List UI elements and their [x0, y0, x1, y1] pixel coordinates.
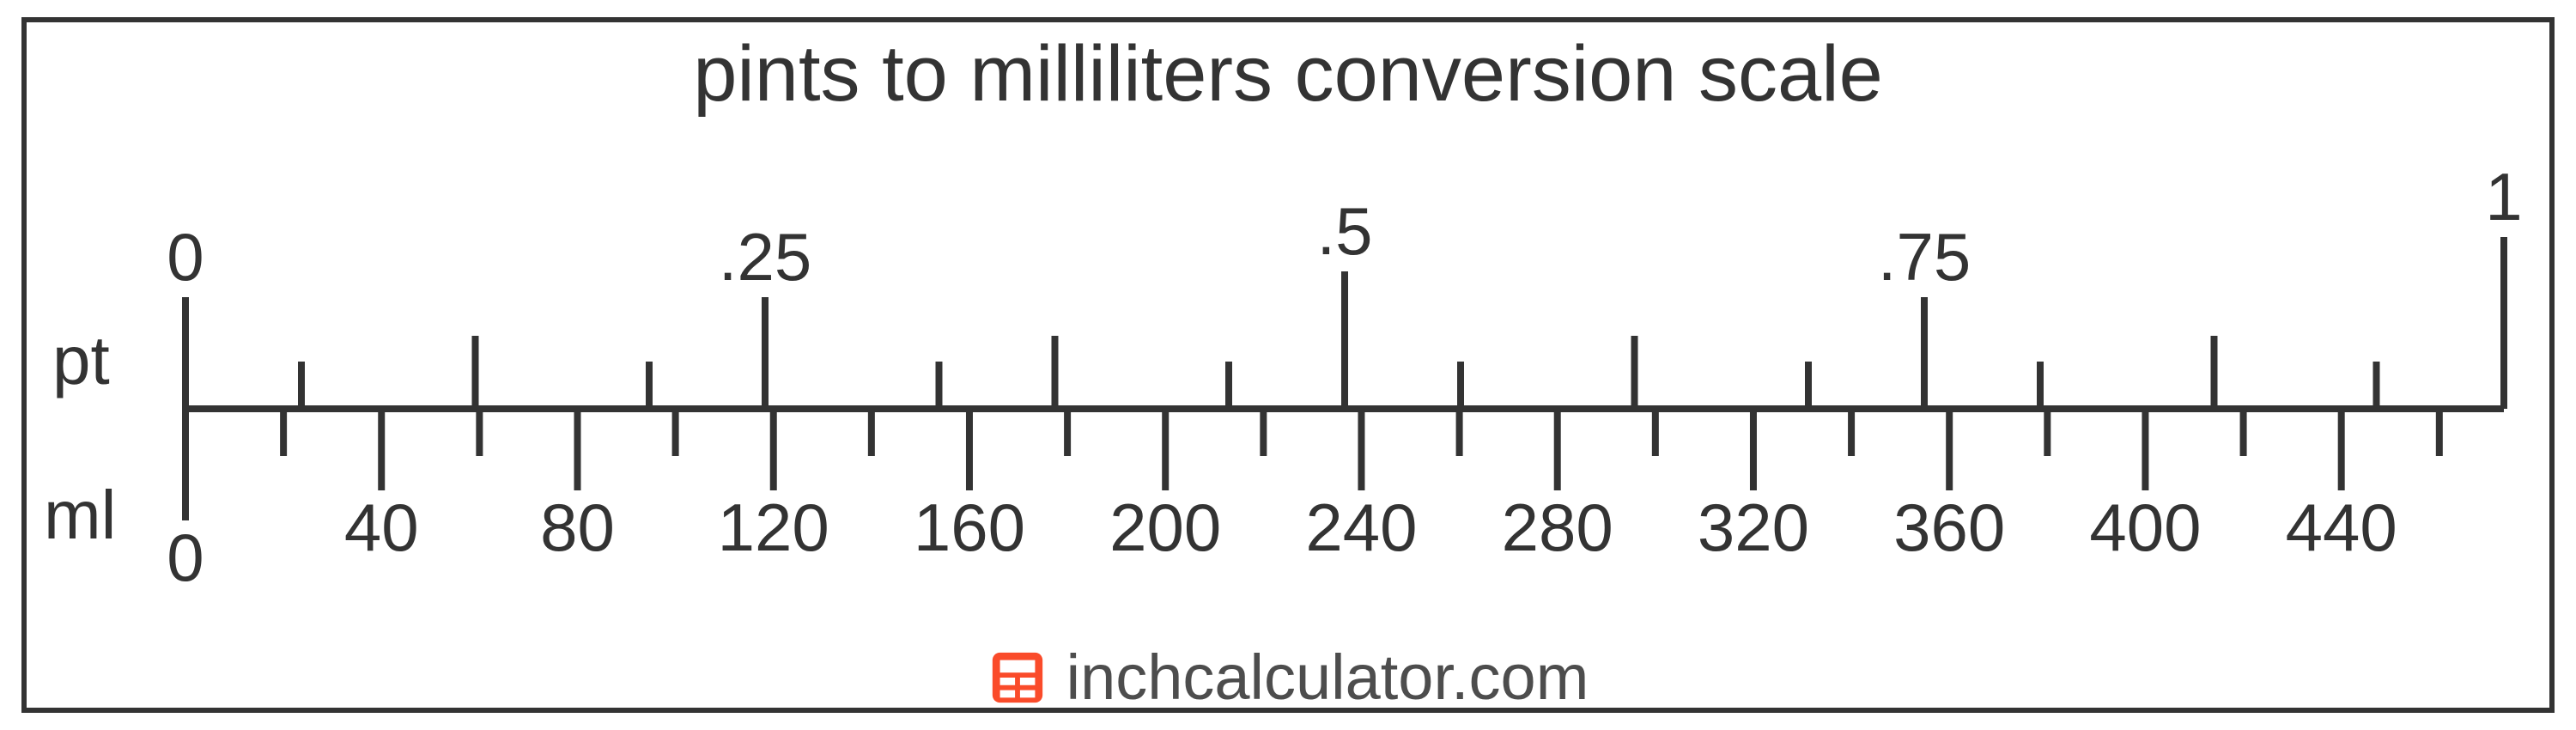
svg-text:0: 0 [167, 520, 204, 595]
svg-text:280: 280 [1502, 490, 1613, 565]
svg-text:240: 240 [1305, 490, 1417, 565]
svg-text:1: 1 [2485, 159, 2522, 234]
svg-text:120: 120 [718, 490, 829, 565]
svg-text:160: 160 [914, 490, 1025, 565]
svg-text:400: 400 [2089, 490, 2201, 565]
svg-text:.25: .25 [719, 219, 811, 295]
svg-text:440: 440 [2286, 490, 2397, 565]
svg-text:.75: .75 [1878, 219, 1971, 295]
scale-frame: pints to milliliters conversion scale pt… [21, 17, 2555, 713]
svg-text:320: 320 [1698, 490, 1809, 565]
svg-text:0: 0 [167, 219, 204, 295]
calculator-icon [987, 648, 1048, 708]
svg-text:200: 200 [1109, 490, 1221, 565]
conversion-scale: 0 .25 .5 .75 1 0 40 80 120 160 200 240 280 320 360 400 4… [27, 22, 2560, 718]
svg-text:80: 80 [540, 490, 615, 565]
footer-text: inchcalculator.com [1066, 641, 1589, 714]
svg-text:.5: .5 [1316, 193, 1372, 269]
svg-text:360: 360 [1893, 490, 2005, 565]
footer: inchcalculator.com [27, 641, 2549, 714]
svg-text:40: 40 [344, 490, 419, 565]
